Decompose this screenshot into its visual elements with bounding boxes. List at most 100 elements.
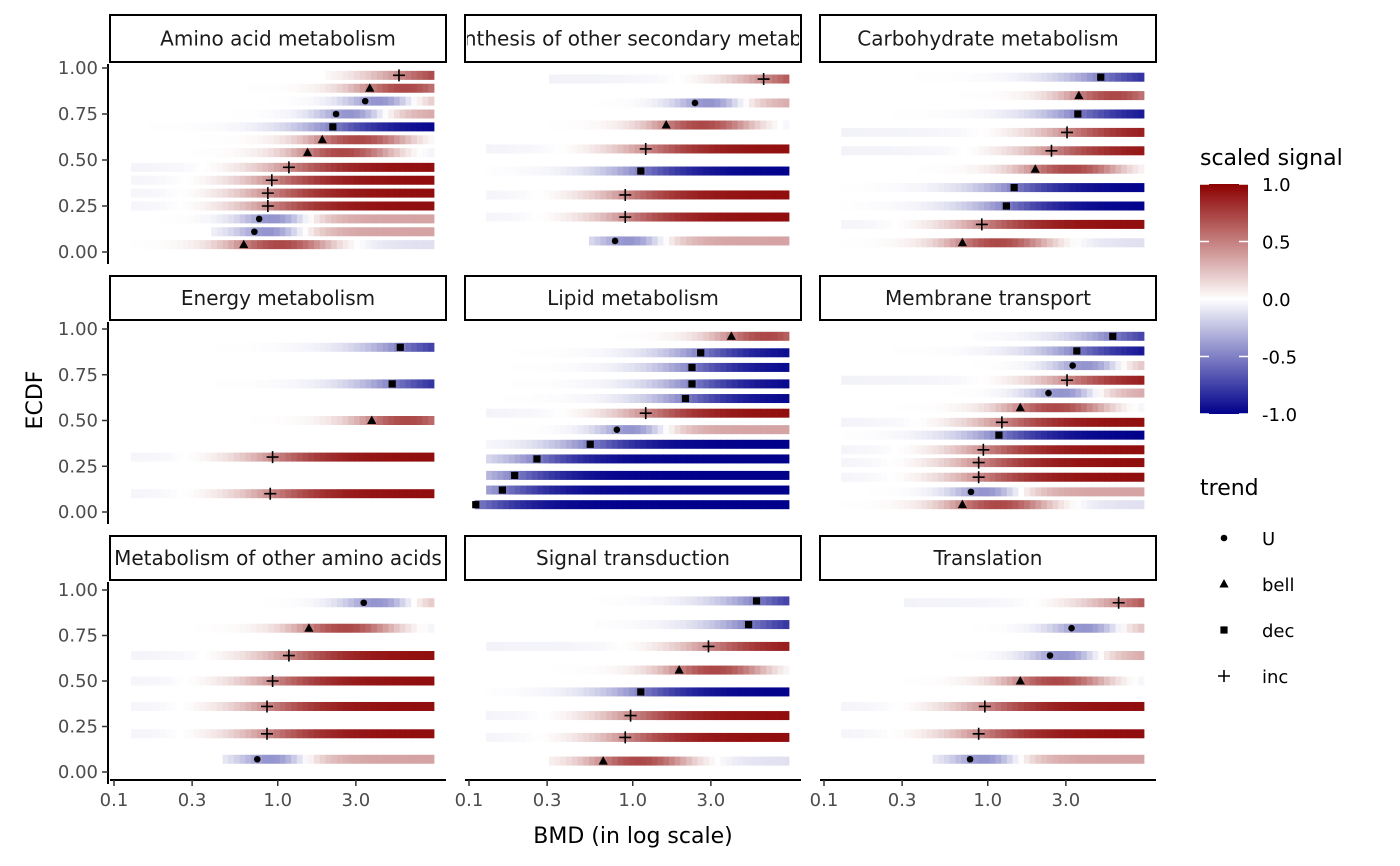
heat-cell bbox=[245, 83, 252, 93]
heat-cell bbox=[886, 183, 893, 193]
heat-cell bbox=[989, 109, 996, 119]
bmd-marker-inc bbox=[392, 69, 405, 82]
heat-cell bbox=[691, 144, 698, 154]
heat-cell bbox=[228, 122, 235, 132]
heat-cell bbox=[325, 227, 332, 237]
heat-cell bbox=[731, 687, 738, 697]
heat-cell bbox=[760, 348, 767, 358]
heat-cell bbox=[1035, 676, 1042, 686]
heat-cell bbox=[211, 83, 218, 93]
heat-cell bbox=[1041, 183, 1048, 193]
heat-cell bbox=[600, 331, 607, 341]
heat-cell bbox=[640, 236, 647, 246]
heat-cell bbox=[279, 227, 286, 237]
heat-cell bbox=[154, 489, 161, 499]
heat-cell bbox=[674, 641, 681, 651]
heat-cell bbox=[1064, 500, 1071, 510]
heat-cell bbox=[554, 454, 561, 464]
heat-cell bbox=[875, 388, 882, 398]
heat-cell bbox=[852, 430, 859, 440]
heat-cell bbox=[131, 214, 138, 224]
heat-cell bbox=[520, 641, 527, 651]
heat-cell bbox=[291, 175, 298, 185]
heat-cell bbox=[399, 201, 406, 211]
heat-cell bbox=[1058, 238, 1065, 248]
heat-cell bbox=[319, 379, 326, 389]
heat-cell bbox=[864, 219, 871, 229]
heat-cell bbox=[348, 651, 355, 661]
heat-cell bbox=[944, 445, 951, 455]
heat-cell bbox=[302, 175, 309, 185]
heat-cell bbox=[1001, 598, 1008, 608]
heat-cell bbox=[216, 489, 223, 499]
heat-cell bbox=[571, 500, 578, 510]
heat-cell bbox=[783, 756, 790, 766]
heat-cell bbox=[938, 219, 945, 229]
heat-cell bbox=[314, 676, 321, 686]
heat-cell bbox=[714, 331, 721, 341]
heat-cell bbox=[411, 70, 418, 80]
heat-cell bbox=[1041, 403, 1048, 413]
heat-cell bbox=[382, 109, 389, 119]
heat-cell bbox=[714, 408, 721, 418]
heat-cell bbox=[1024, 676, 1031, 686]
heat-row bbox=[841, 72, 1145, 82]
heat-cell bbox=[411, 188, 418, 198]
heat-cell bbox=[319, 754, 326, 764]
heat-cell bbox=[1086, 331, 1093, 341]
heat-cell bbox=[234, 109, 241, 119]
heat-cell bbox=[864, 729, 871, 739]
heat-cell bbox=[697, 756, 704, 766]
heat-cell bbox=[743, 454, 750, 464]
heat-cell bbox=[302, 96, 309, 106]
heat-cell bbox=[674, 596, 681, 606]
heat-cell bbox=[737, 500, 744, 510]
heat-cell bbox=[697, 190, 704, 200]
heat-cell bbox=[623, 98, 630, 108]
heat-cell bbox=[852, 472, 859, 482]
heat-cell bbox=[199, 489, 206, 499]
heat-cell bbox=[978, 388, 985, 398]
heat-cell bbox=[737, 166, 744, 176]
heat-cell bbox=[989, 472, 996, 482]
heat-cell bbox=[944, 91, 951, 101]
heat-cell bbox=[892, 388, 899, 398]
legend-square-icon bbox=[1220, 626, 1228, 634]
heat-cell bbox=[291, 598, 298, 608]
heat-cell bbox=[182, 651, 189, 661]
heat-cell bbox=[319, 701, 326, 711]
heat-cell bbox=[875, 472, 882, 482]
heat-cell bbox=[205, 452, 212, 462]
heat-cell bbox=[1092, 430, 1099, 440]
heat-cell bbox=[211, 651, 218, 661]
heat-cell bbox=[228, 598, 235, 608]
heat-cell bbox=[176, 162, 183, 172]
heat-cell bbox=[388, 148, 395, 158]
heat-cell bbox=[989, 445, 996, 455]
heat-cell bbox=[571, 74, 578, 84]
heat-cell bbox=[955, 676, 962, 686]
heat-cell bbox=[274, 240, 281, 250]
heat-cell bbox=[365, 598, 372, 608]
heat-cell bbox=[354, 135, 361, 145]
heat-cell bbox=[697, 74, 704, 84]
heat-cell bbox=[731, 485, 738, 495]
heat-cell bbox=[777, 485, 784, 495]
heat-row bbox=[841, 487, 1145, 497]
heat-cell bbox=[376, 342, 383, 352]
heat-cell bbox=[846, 417, 853, 427]
heat-cell bbox=[302, 109, 309, 119]
heat-cell bbox=[365, 729, 372, 739]
heat-cell bbox=[995, 91, 1002, 101]
heat-cell bbox=[319, 148, 326, 158]
heat-cell bbox=[577, 394, 584, 404]
heat-cell bbox=[549, 166, 556, 176]
heat-cell bbox=[354, 676, 361, 686]
heat-cell bbox=[1064, 331, 1071, 341]
trend-legend-item: dec bbox=[1220, 621, 1294, 642]
heat-cell bbox=[1075, 430, 1082, 440]
heat-cell bbox=[526, 665, 533, 675]
heat-cell bbox=[949, 729, 956, 739]
heat-cell bbox=[1035, 445, 1042, 455]
heat-cell bbox=[399, 623, 406, 633]
